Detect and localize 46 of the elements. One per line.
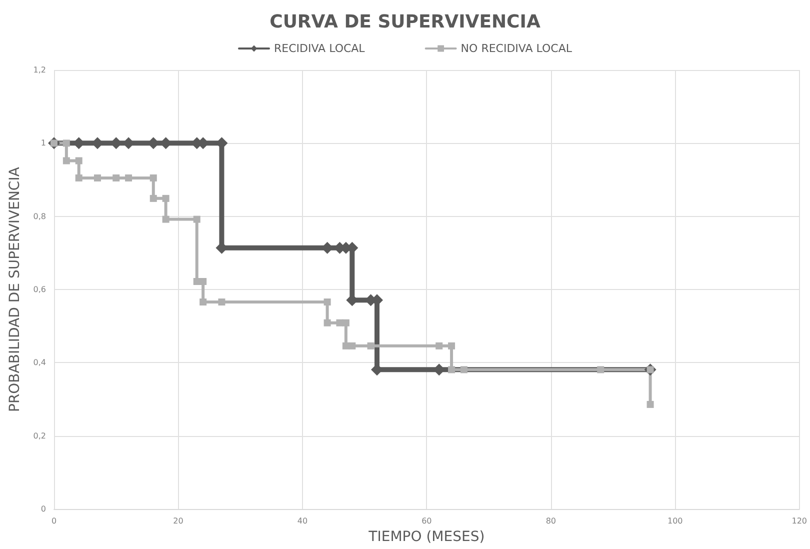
x-tick-label: 120 (792, 516, 808, 526)
x-tick-label: 80 (546, 516, 556, 526)
point (448, 366, 456, 374)
point (324, 319, 331, 326)
point (218, 298, 226, 306)
y-tick-label: 0 (40, 504, 46, 514)
point (448, 342, 456, 350)
x-tick-label: 60 (422, 516, 432, 526)
point (162, 194, 170, 202)
y-tick-label: 0,6 (33, 285, 46, 294)
point (336, 319, 344, 326)
point (150, 174, 157, 182)
point (200, 298, 207, 306)
point (597, 366, 604, 374)
point (646, 400, 654, 408)
point (162, 216, 170, 223)
y-tick-label: 0,8 (33, 212, 46, 221)
x-tick-label: 40 (297, 516, 308, 526)
y-tick-label: 0,2 (33, 431, 46, 440)
y-tick-label: 0,4 (33, 358, 46, 368)
x-tick-label: 0 (51, 516, 57, 526)
x-axis-title: TIEMPO (MESES) (368, 529, 485, 545)
point (200, 278, 207, 285)
point (75, 174, 82, 182)
legend-label: NO RECIDIVA LOCAL (460, 42, 573, 55)
x-tick-label: 20 (173, 516, 184, 526)
y-axis-title: PROBABILIDAD DE SUPERVIVENCIA (7, 166, 23, 412)
point (62, 140, 70, 147)
point (342, 319, 350, 326)
y-tick-label: 1,2 (33, 66, 46, 74)
point (193, 216, 200, 223)
chart-title: CURVA DE SUPERVIVENCIA (270, 12, 540, 32)
point (75, 157, 82, 164)
point (62, 157, 70, 164)
point (367, 342, 374, 350)
point (112, 174, 120, 182)
point (436, 342, 443, 350)
point (150, 194, 157, 202)
legend-label: RECIDIVA LOCAL (274, 42, 366, 55)
point (324, 298, 331, 306)
point (460, 366, 468, 374)
point (348, 342, 356, 350)
point (125, 174, 132, 182)
y-tick-label: 1 (40, 138, 46, 148)
x-tick-label: 100 (667, 516, 683, 526)
point (94, 174, 101, 182)
